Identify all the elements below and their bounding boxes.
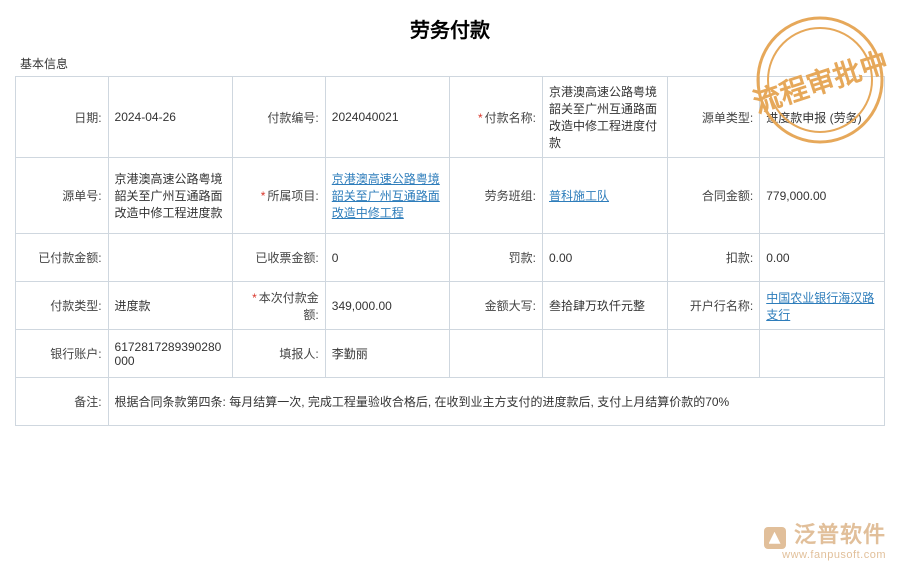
value-yuandantype: 进度款申报 (劳务) bbox=[760, 77, 885, 158]
value-paytype: 进度款 bbox=[108, 282, 233, 330]
label-amtcn: 金额大写: bbox=[450, 282, 543, 330]
value-penalty: 0.00 bbox=[543, 234, 668, 282]
required-icon: * bbox=[478, 111, 483, 125]
watermark-main: 泛普软件 bbox=[794, 522, 886, 547]
value-project[interactable]: 京港澳高速公路粤境韶关至广州互通路面改造中修工程 bbox=[325, 158, 450, 234]
required-icon: * bbox=[252, 291, 257, 305]
empty-cell bbox=[543, 330, 668, 378]
label-contract: 合同金额: bbox=[667, 158, 760, 234]
watermark-sub: www.fanpusoft.com bbox=[764, 549, 886, 561]
label-thispay-text: 本次付款金额: bbox=[259, 291, 319, 322]
label-thispay: *本次付款金额: bbox=[233, 282, 326, 330]
label-paid: 已付款金额: bbox=[16, 234, 109, 282]
label-deduct: 扣款: bbox=[667, 234, 760, 282]
form-table: 日期: 2024-04-26 付款编号: 2024040021 *付款名称: 京… bbox=[15, 76, 885, 426]
value-remark: 根据合同条款第四条: 每月结算一次, 完成工程量验收合格后, 在收到业主方支付的… bbox=[108, 378, 884, 426]
value-team[interactable]: 普科施工队 bbox=[543, 158, 668, 234]
label-date: 日期: bbox=[16, 77, 109, 158]
label-bank: 开户行名称: bbox=[667, 282, 760, 330]
value-deduct: 0.00 bbox=[760, 234, 885, 282]
label-yuandanno: 源单号: bbox=[16, 158, 109, 234]
label-project-text: 所属项目: bbox=[267, 189, 318, 203]
value-amtcn: 叁拾肆万玖仟元整 bbox=[543, 282, 668, 330]
label-remark: 备注: bbox=[16, 378, 109, 426]
value-filler: 李勤丽 bbox=[325, 330, 450, 378]
label-received: 已收票金额: bbox=[233, 234, 326, 282]
label-payname: *付款名称: bbox=[450, 77, 543, 158]
team-link[interactable]: 普科施工队 bbox=[549, 189, 609, 203]
value-payname: 京港澳高速公路粤境韶关至广州互通路面改造中修工程进度付款 bbox=[543, 77, 668, 158]
section-label: 基本信息 bbox=[0, 51, 900, 76]
label-payname-text: 付款名称: bbox=[485, 111, 536, 125]
empty-cell bbox=[450, 330, 543, 378]
label-filler: 填报人: bbox=[233, 330, 326, 378]
label-payno: 付款编号: bbox=[233, 77, 326, 158]
page-title: 劳务付款 bbox=[0, 0, 900, 51]
bank-link[interactable]: 中国农业银行海汉路支行 bbox=[766, 291, 874, 322]
value-bank[interactable]: 中国农业银行海汉路支行 bbox=[760, 282, 885, 330]
label-yuandantype: 源单类型: bbox=[667, 77, 760, 158]
project-link[interactable]: 京港澳高速公路粤境韶关至广州互通路面改造中修工程 bbox=[332, 172, 440, 220]
empty-cell bbox=[667, 330, 760, 378]
label-acct: 银行账户: bbox=[16, 330, 109, 378]
label-project: *所属项目: bbox=[233, 158, 326, 234]
value-yuandanno: 京港澳高速公路粤境韶关至广州互通路面改造中修工程进度款 bbox=[108, 158, 233, 234]
label-team: 劳务班组: bbox=[450, 158, 543, 234]
required-icon: * bbox=[261, 189, 266, 203]
value-contract: 779,000.00 bbox=[760, 158, 885, 234]
value-acct: 6172817289390280000 bbox=[108, 330, 233, 378]
label-penalty: 罚款: bbox=[450, 234, 543, 282]
empty-cell bbox=[760, 330, 885, 378]
label-paytype: 付款类型: bbox=[16, 282, 109, 330]
watermark: 泛普软件 www.fanpusoft.com bbox=[764, 517, 886, 561]
watermark-logo-icon bbox=[764, 527, 786, 549]
value-date: 2024-04-26 bbox=[108, 77, 233, 158]
value-thispay: 349,000.00 bbox=[325, 282, 450, 330]
value-paid bbox=[108, 234, 233, 282]
value-payno: 2024040021 bbox=[325, 77, 450, 158]
value-received: 0 bbox=[325, 234, 450, 282]
